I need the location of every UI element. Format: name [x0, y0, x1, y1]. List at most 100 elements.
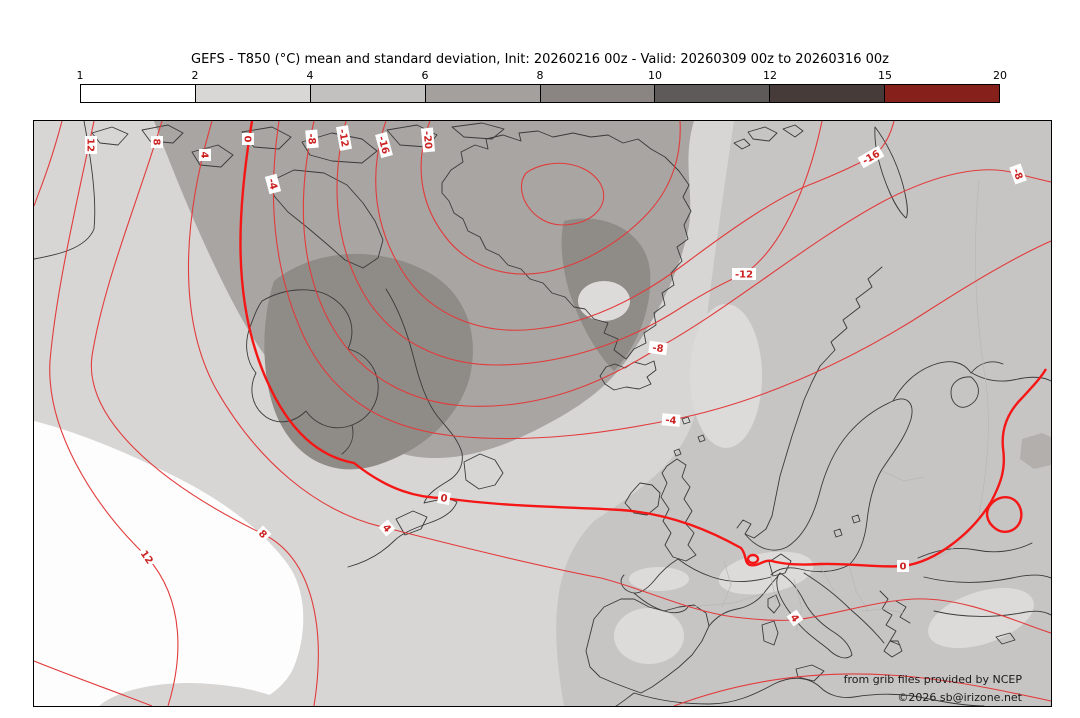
colorbar: 1 2 4 6 8 10 12 15 20 — [76, 69, 1008, 105]
svg-text:8: 8 — [151, 139, 162, 146]
contour-line-4 — [187, 121, 1051, 634]
colorbar-tick-label: 8 — [536, 69, 544, 82]
coast-arctic-islands — [91, 122, 505, 168]
coast-baffin — [266, 169, 384, 269]
colorbar-segment — [425, 85, 541, 102]
svg-text:12: 12 — [85, 138, 96, 152]
contour-label--12: -12 — [732, 268, 756, 281]
contour-label--8: -8 — [648, 340, 668, 355]
colorbar-tick-label: 1 — [76, 69, 84, 82]
colorbar-bar — [80, 84, 1000, 103]
coast-sweden-baltic — [744, 398, 913, 576]
coast-iceland — [599, 360, 657, 391]
contour-label-0: 0 — [437, 491, 451, 505]
coast-greece — [879, 590, 911, 658]
contour-label-0: 0 — [897, 560, 909, 573]
coast-newfoundland — [463, 453, 504, 490]
contour-label--8: -8 — [1009, 163, 1027, 185]
coast-channel — [620, 558, 772, 594]
coast-labrador — [347, 288, 463, 568]
contour-label-0: 0 — [242, 133, 254, 145]
contour-line-minus-16 — [375, 121, 895, 331]
coast-norway — [736, 266, 883, 539]
coast-italy — [761, 572, 853, 682]
colorbar-segment — [310, 85, 426, 102]
contour-line-minus-20 — [420, 121, 681, 275]
contour-label--8: -8 — [305, 129, 319, 149]
colorbar-tick-label: 2 — [191, 69, 199, 82]
contour-line-8-south — [673, 673, 1051, 706]
colorbar-segment — [770, 85, 886, 102]
colorbar-tick-label: 12 — [763, 69, 777, 82]
colorbar-tick-label: 20 — [993, 69, 1007, 82]
coast-denmark — [768, 553, 792, 577]
svg-text:-8: -8 — [652, 343, 665, 355]
colorbar-segment — [885, 85, 999, 102]
svg-text:0: 0 — [900, 562, 907, 573]
contour-label--12: -12 — [336, 125, 352, 151]
contour-line-minus-4 — [272, 121, 1051, 440]
svg-text:-4: -4 — [665, 415, 677, 427]
coast-britain — [660, 458, 697, 562]
colorbar-segment — [655, 85, 771, 102]
contour-label--4: -4 — [264, 173, 282, 195]
contour-line-minus-24-closed — [520, 162, 605, 226]
contour-label--4: -4 — [661, 413, 681, 427]
contour-line-0-loop-baltic — [985, 495, 1023, 534]
attribution-copyright: ©2026 sb@irizone.net — [897, 691, 1022, 704]
t850-contours — [34, 121, 1051, 706]
coast-finland-kola — [892, 361, 1004, 408]
svg-text:-4: -4 — [265, 177, 279, 191]
contour-line-minus-8 — [302, 121, 1051, 407]
contour-label-8: 8 — [151, 136, 163, 148]
contour-line-minus-12 — [336, 121, 823, 366]
colorbar-segment — [81, 85, 196, 102]
svg-text:-20: -20 — [421, 131, 434, 150]
contour-label-12: 12 — [85, 136, 97, 154]
svg-text:-12: -12 — [735, 270, 753, 281]
colorbar-tick-label: 10 — [648, 69, 662, 82]
coast-small-islands — [673, 416, 861, 538]
svg-text:-8: -8 — [305, 133, 317, 145]
map-frame: 12 8 4 0 -4 -8 -12 -16 -20 -16 -8 -12 -8 -4 0 4 8 12 0 4 fr… — [33, 120, 1052, 707]
contour-label-8: 8 — [254, 525, 272, 543]
attribution-source: from grib files provided by NCEP — [844, 673, 1023, 686]
svg-text:-16: -16 — [375, 135, 390, 155]
svg-text:0: 0 — [439, 493, 448, 505]
coast-ireland — [624, 482, 661, 516]
contour-line-0-thick — [239, 121, 1048, 568]
colorbar-tick-label: 15 — [878, 69, 892, 82]
coast-svalbard — [733, 124, 804, 150]
coast-hudson-bay — [246, 289, 379, 455]
contour-label--20: -20 — [421, 127, 436, 153]
colorbar-tick-labels: 1 2 4 6 8 10 12 15 20 — [76, 69, 1008, 82]
coast-novaya-zemlya — [874, 126, 908, 219]
colorbar-segment — [540, 85, 656, 102]
contour-label--16: -16 — [375, 131, 393, 159]
coast-blacksea-turkey — [917, 542, 1051, 645]
colorbar-segment — [195, 85, 311, 102]
contour-line — [34, 121, 63, 207]
contour-line-8 — [90, 121, 319, 706]
svg-text:-8: -8 — [1010, 167, 1024, 181]
coast-iberia — [585, 598, 710, 694]
contour-label-4: 4 — [786, 609, 804, 627]
colorbar-tick-label: 4 — [306, 69, 314, 82]
contour-line-12 — [49, 121, 179, 706]
contour-label-4: 4 — [199, 149, 211, 161]
contour-line-0-loop-alps — [746, 553, 760, 565]
svg-text:4: 4 — [199, 152, 210, 159]
svg-text:0: 0 — [242, 136, 253, 143]
figure-title: GEFS - T850 (°C) mean and standard devia… — [191, 52, 889, 67]
svg-text:-12: -12 — [336, 128, 350, 148]
contour-label-4: 4 — [378, 519, 396, 537]
country-borders — [687, 180, 989, 632]
colorbar-tick-label: 6 — [421, 69, 429, 82]
coast-north-africa — [615, 677, 985, 706]
coast-greenland — [441, 130, 692, 360]
coast-barents — [971, 372, 1051, 382]
contour-line-warm-corner — [34, 660, 153, 706]
